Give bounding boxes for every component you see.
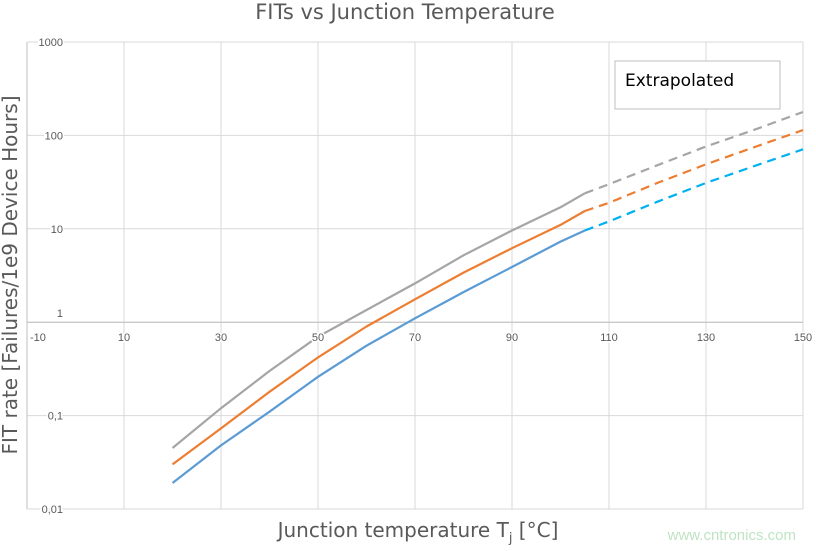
y-tick-label: 1000 xyxy=(39,37,63,49)
y-tick-label: 1 xyxy=(57,308,63,320)
y-tick-label: 10 xyxy=(51,224,63,236)
series-0-line xyxy=(171,192,586,449)
series-1-extrapolated-line xyxy=(584,129,804,213)
y-tick-label: 100 xyxy=(45,130,63,142)
y-axis-label: FIT rate [Failures/1e9 Device Hours] xyxy=(0,96,22,455)
watermark: www.cntronics.com xyxy=(667,527,796,544)
tick-labels: 1000 100 10 1 0,1 0,01 -10 10 30 50 70 90 110 130 150 xyxy=(29,36,814,518)
x-tick-label: 70 xyxy=(409,332,421,344)
x-tick-label: 30 xyxy=(215,332,227,344)
x-tick-label: 50 xyxy=(312,332,324,344)
y-tick-label: 0,1 xyxy=(48,411,63,423)
x-tick-label: 90 xyxy=(506,332,518,344)
x-tick-label: 10 xyxy=(118,332,130,344)
x-tick-label: 130 xyxy=(697,332,715,344)
x-axis-label: Junction temperature Tj [°C] xyxy=(276,518,559,546)
x-tick-label: -10 xyxy=(30,332,46,344)
series-lines xyxy=(171,110,804,484)
x-tick-label: 150 xyxy=(794,332,812,344)
y-tick-label: 0,01 xyxy=(42,504,63,516)
series-1-line xyxy=(171,210,586,466)
series-2-line xyxy=(171,229,586,484)
chart-title: FITs vs Junction Temperature xyxy=(255,0,555,24)
series-2-extrapolated-line xyxy=(584,148,804,232)
x-tick-label: 110 xyxy=(600,332,618,344)
grid xyxy=(26,41,804,510)
extrapolated-label: Extrapolated xyxy=(625,71,734,91)
extrapolated-box xyxy=(614,60,781,110)
series-0-extrapolated-line xyxy=(584,110,804,195)
